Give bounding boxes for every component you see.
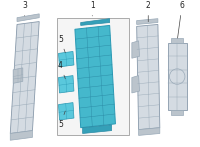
Polygon shape xyxy=(10,22,39,133)
Polygon shape xyxy=(137,19,158,24)
Text: 5: 5 xyxy=(58,35,65,53)
Polygon shape xyxy=(83,125,112,133)
Polygon shape xyxy=(132,76,140,93)
Text: 3: 3 xyxy=(22,1,27,16)
Polygon shape xyxy=(171,110,183,115)
Polygon shape xyxy=(59,103,74,120)
Text: 4: 4 xyxy=(58,61,65,79)
Text: 5: 5 xyxy=(58,111,65,129)
Polygon shape xyxy=(168,43,187,110)
Polygon shape xyxy=(59,51,74,67)
Text: 1: 1 xyxy=(90,1,95,16)
Text: 2: 2 xyxy=(146,1,151,22)
Polygon shape xyxy=(17,14,39,22)
Text: 6: 6 xyxy=(178,1,184,38)
Polygon shape xyxy=(81,19,110,25)
Polygon shape xyxy=(59,76,74,93)
Polygon shape xyxy=(132,41,140,58)
Polygon shape xyxy=(137,24,160,130)
Polygon shape xyxy=(10,131,32,140)
Polygon shape xyxy=(139,128,160,135)
Polygon shape xyxy=(13,68,23,83)
Polygon shape xyxy=(171,38,183,43)
Polygon shape xyxy=(75,25,115,128)
Bar xyxy=(57,18,129,135)
